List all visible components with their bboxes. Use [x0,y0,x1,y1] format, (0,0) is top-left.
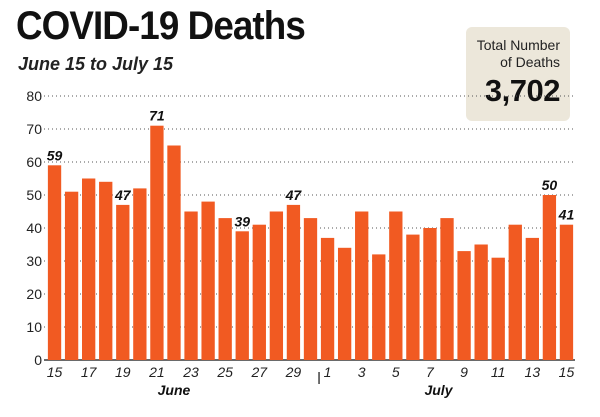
bar [406,234,420,360]
month-label: July [424,382,453,398]
data-label: 41 [558,207,575,223]
data-label: 47 [285,187,303,203]
month-label: June [158,382,191,398]
bar [355,211,369,360]
bar [303,218,318,360]
x-tick-label: 15 [47,364,63,380]
data-label: 50 [542,177,558,193]
y-tick-label: 60 [26,154,42,170]
data-label: 59 [47,147,63,163]
bar [389,211,403,360]
bar [337,247,352,360]
total-deaths-value: 3,702 [484,73,561,108]
total-deaths-label: Total Number of Deaths [466,37,560,71]
x-tick-label: 19 [115,364,131,380]
x-tick-label: 23 [182,364,199,380]
x-tick-label: 29 [285,364,302,380]
bar [559,224,574,360]
bar [508,224,522,360]
bar [82,178,96,360]
x-tick-label: 15 [559,364,575,380]
bar [269,211,284,360]
x-tick-label: 27 [251,364,269,380]
x-tick-label: 5 [392,364,400,380]
x-tick-label: 21 [148,364,165,380]
bar [423,228,437,360]
bar [150,125,164,360]
bar [252,224,266,360]
x-tick-label: 9 [460,364,468,380]
y-tick-label: 10 [26,319,42,335]
bar [201,201,215,360]
bar [99,181,113,360]
data-label: 47 [114,187,132,203]
y-tick-label: 50 [26,187,42,203]
y-tick-label: 70 [26,121,42,137]
bar [440,218,454,360]
chart-title: COVID-19 Deaths [16,4,306,48]
x-tick-label: 11 [491,364,506,380]
bar [218,218,232,360]
bar [286,204,301,360]
total-deaths-box: Total Number of Deaths 3,702 [466,27,570,121]
bar [542,195,557,360]
bar [457,251,471,360]
x-tick-label: 17 [81,364,98,380]
bar [64,191,79,360]
bar [491,257,505,360]
x-tick-label: 7 [426,364,435,380]
bar [372,254,386,360]
y-tick-label: 40 [26,220,42,236]
bar [47,165,62,360]
bar [474,244,488,360]
bar [320,237,335,360]
bar [133,188,147,360]
x-tick-label: 3 [358,364,366,380]
bar [167,145,181,360]
bar [116,204,130,360]
chart-subtitle: June 15 to July 15 [18,54,174,74]
bar [525,237,539,360]
data-label: 39 [234,213,250,229]
y-tick-label: 0 [34,352,42,368]
x-tick-label: 1 [324,364,332,380]
x-tick-label: 13 [525,364,541,380]
y-tick-label: 80 [26,88,42,104]
bar [235,231,249,360]
y-tick-label: 20 [26,286,42,302]
bar [184,211,198,360]
total-label-line2: of Deaths [500,54,560,70]
y-tick-label: 30 [26,253,42,269]
x-tick-label: 25 [216,364,233,380]
total-label-line1: Total Number [476,37,560,53]
data-label: 71 [149,108,165,124]
